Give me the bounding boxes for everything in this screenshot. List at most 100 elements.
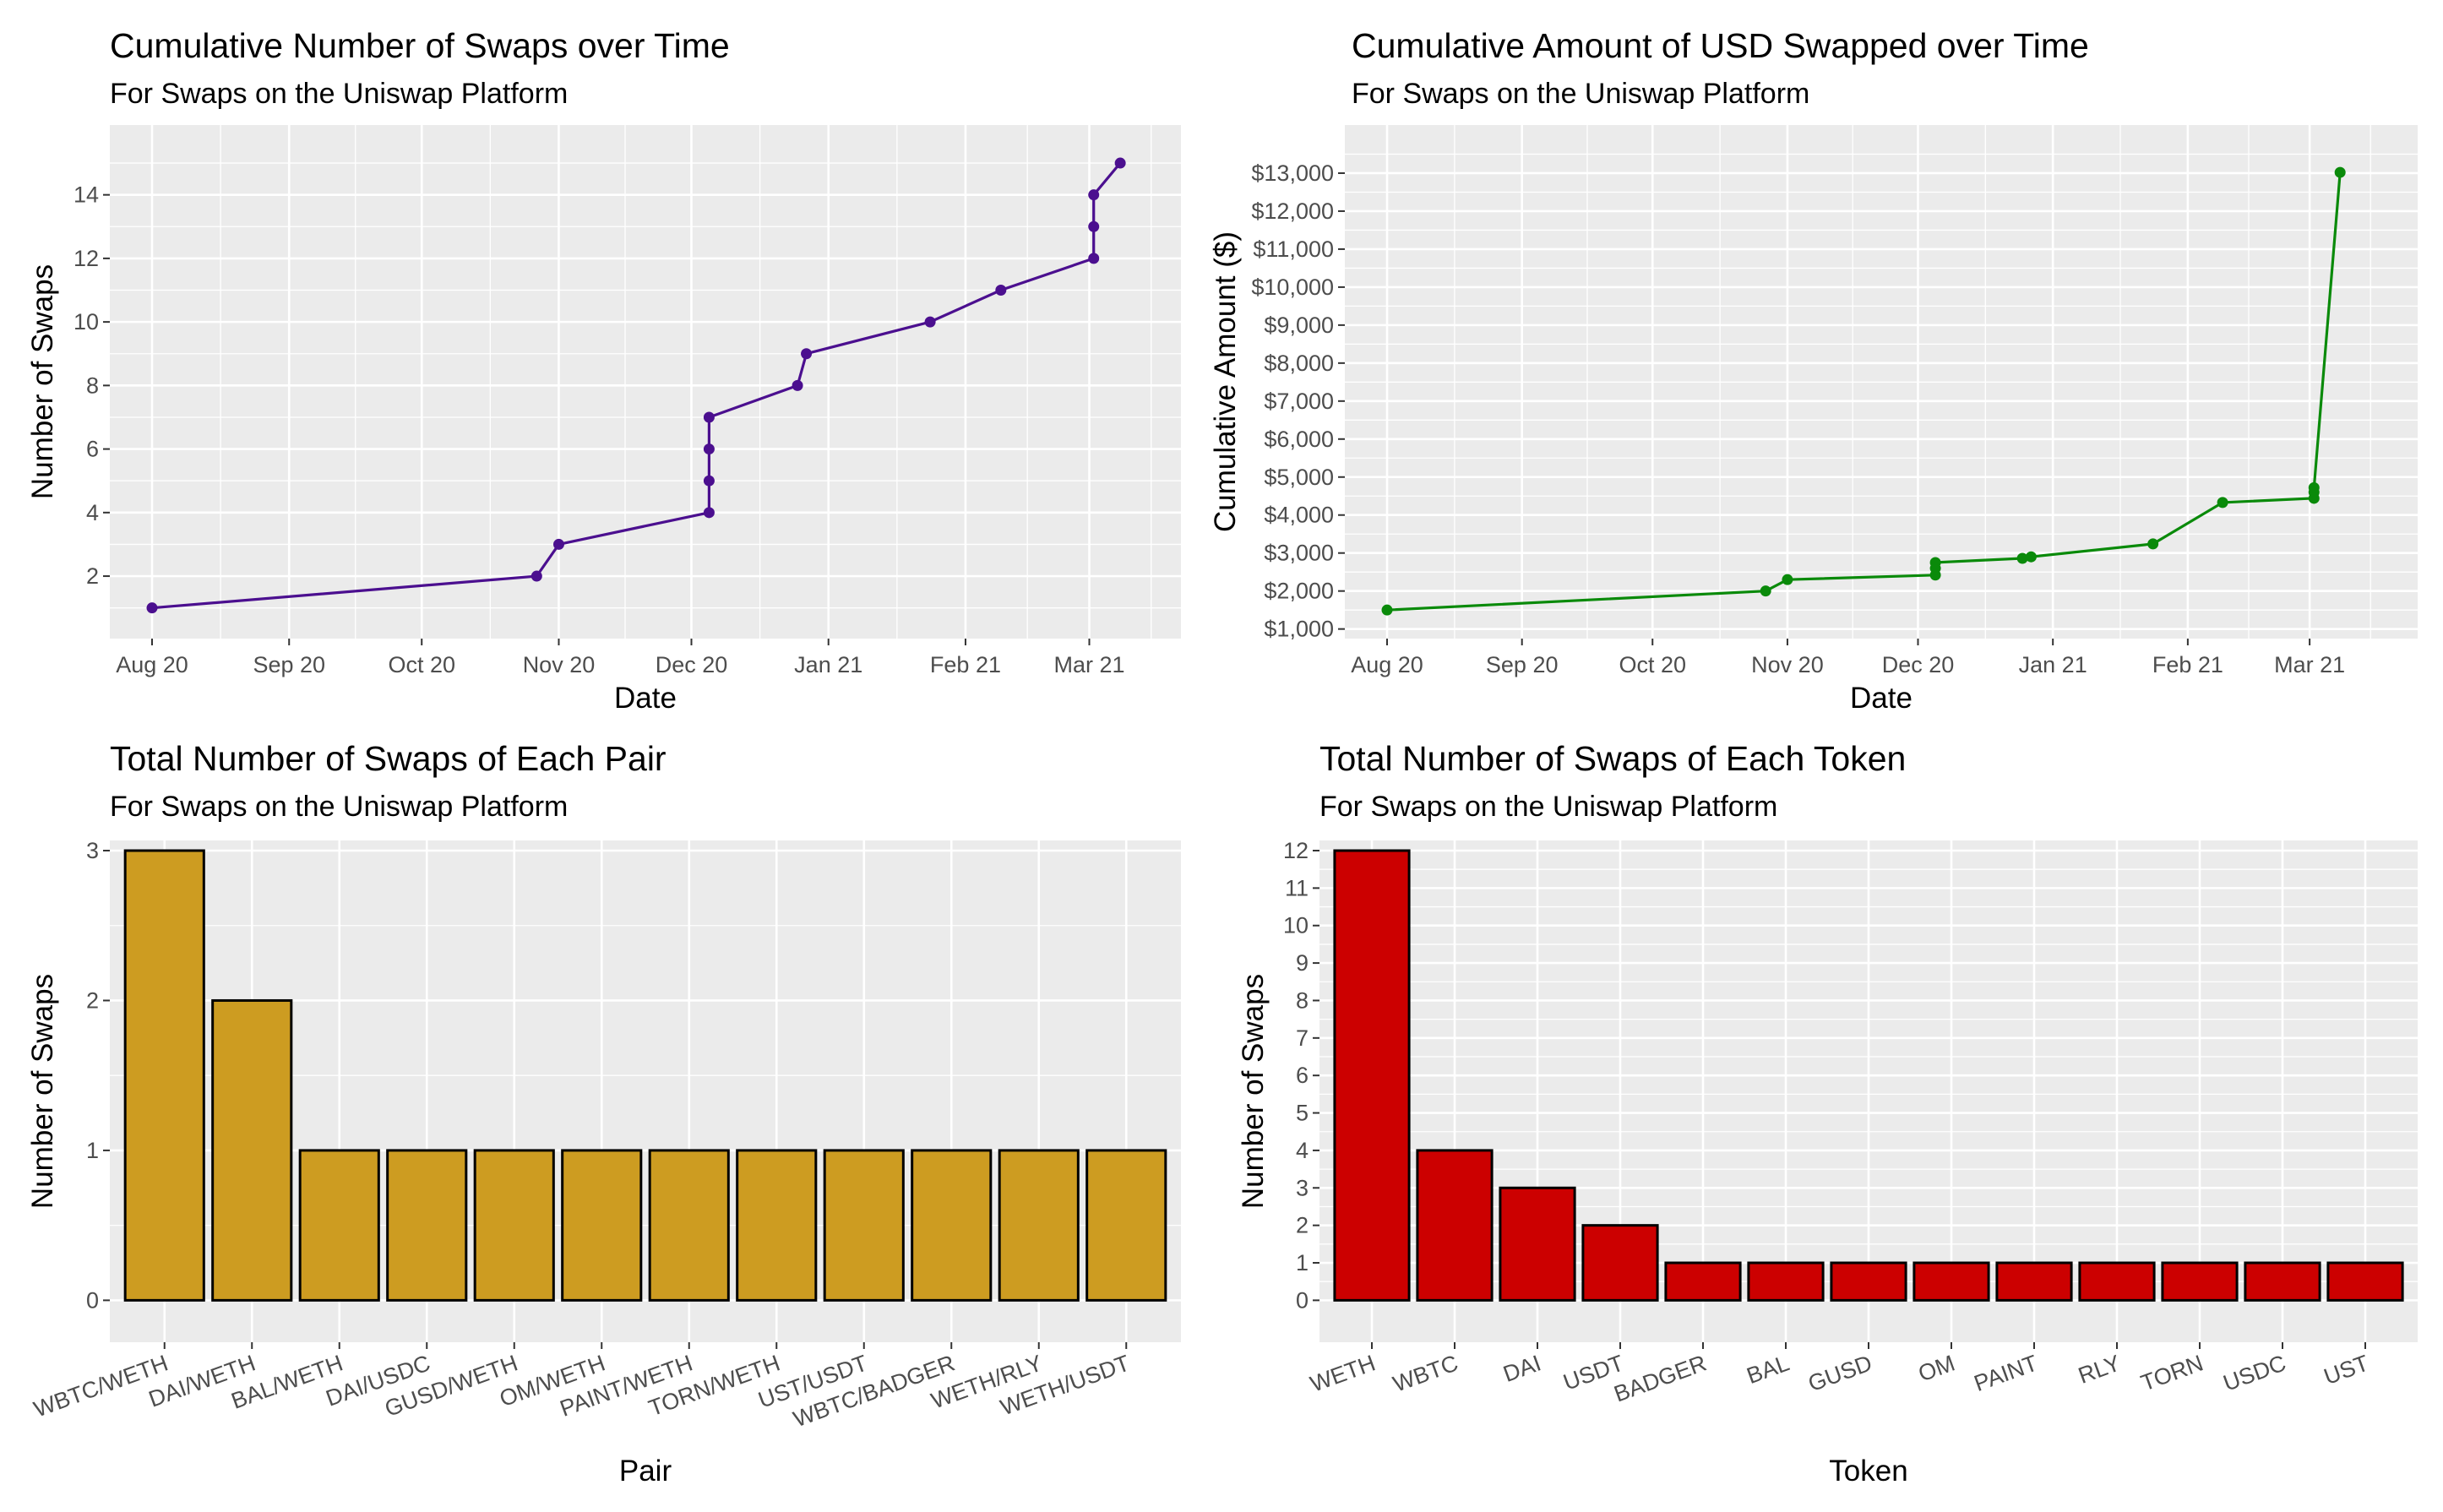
- x-tick-label: Sep 20: [253, 652, 325, 677]
- y-tick-label: 4: [86, 500, 99, 525]
- bar-bal: [1747, 1261, 1825, 1302]
- bar-bal-weth: [298, 1149, 380, 1302]
- y-tick-label: 12: [73, 246, 99, 271]
- bar-wbtc: [1416, 1149, 1494, 1302]
- x-tick-label: Dec 20: [1882, 652, 1955, 677]
- bar-rly: [2078, 1261, 2156, 1302]
- data-point: [2147, 538, 2159, 550]
- data-point: [792, 379, 803, 391]
- bar-wbtc-weth: [123, 849, 205, 1302]
- x-axis-title-3: Token: [1829, 1455, 1907, 1488]
- data-point: [1381, 604, 1393, 616]
- x-tick-label: Feb 21: [2152, 652, 2223, 677]
- x-axis-title-2: Pair: [619, 1455, 672, 1488]
- y-tick-label: $10,000: [1251, 275, 1334, 300]
- data-point: [530, 570, 542, 582]
- bar-usdc: [2244, 1261, 2321, 1302]
- y-tick-label: 3: [1296, 1175, 1309, 1200]
- x-tick-label: WETH: [1307, 1350, 1379, 1396]
- data-point: [1760, 585, 1771, 597]
- x-tick-label: BAL: [1744, 1350, 1793, 1389]
- y-tick-label: $1,000: [1264, 617, 1334, 642]
- bar-torn: [2161, 1261, 2239, 1302]
- x-axis-title-1: Date: [1850, 682, 1913, 715]
- data-point: [1114, 157, 1126, 169]
- data-point: [2334, 166, 2346, 178]
- y-tick-label: 0: [1296, 1287, 1309, 1313]
- y-tick-label: 2: [86, 563, 99, 589]
- x-tick-label: RLY: [2075, 1350, 2124, 1388]
- x-tick-label: Mar 21: [2274, 652, 2345, 677]
- y-tick-label: 8: [86, 373, 99, 398]
- data-point: [1929, 557, 1941, 568]
- data-point: [995, 285, 1007, 296]
- chart-subtitle-3: For Swaps on the Uniswap Platform: [1319, 791, 1777, 823]
- y-axis-title-2: Number of Swaps: [26, 974, 59, 1209]
- x-tick-label: Oct 20: [388, 652, 455, 677]
- x-tick-label: Mar 21: [1053, 652, 1124, 677]
- x-tick-label: Jan 21: [2019, 652, 2087, 677]
- y-tick-label: $7,000: [1264, 389, 1334, 414]
- chart-title-1: Cumulative Amount of USD Swapped over Ti…: [1352, 26, 2089, 65]
- bar-paint: [1995, 1261, 2073, 1302]
- x-tick-label: GUSD: [1804, 1350, 1875, 1396]
- y-tick-label: 2: [1296, 1213, 1309, 1238]
- y-tick-label: 10: [73, 309, 99, 334]
- y-tick-label: $4,000: [1264, 503, 1334, 528]
- bar-paint-weth: [648, 1149, 730, 1302]
- y-tick-label: 5: [1296, 1101, 1309, 1126]
- data-point: [703, 411, 715, 423]
- data-point: [146, 602, 158, 614]
- y-tick-label: 6: [86, 437, 99, 462]
- y-tick-label: $11,000: [1253, 237, 1334, 262]
- x-tick-label: PAINT: [1971, 1350, 2041, 1396]
- bar-badger: [1664, 1261, 1742, 1302]
- x-tick-label: BADGER: [1611, 1350, 1710, 1406]
- x-axis-title-0: Date: [614, 682, 677, 715]
- x-tick-label: Aug 20: [1351, 652, 1423, 677]
- data-point: [801, 348, 813, 360]
- bar-weth-usdt: [1085, 1149, 1167, 1302]
- data-point: [1088, 189, 1100, 201]
- data-point: [924, 316, 936, 328]
- chart-subtitle-1: For Swaps on the Uniswap Platform: [1352, 78, 1809, 110]
- y-axis-title-3: Number of Swaps: [1237, 974, 1270, 1209]
- y-tick-label: $8,000: [1264, 351, 1334, 376]
- bar-om-weth: [561, 1149, 643, 1302]
- y-tick-label: 2: [86, 987, 99, 1013]
- data-point: [1088, 253, 1100, 264]
- bar-weth-rly: [998, 1149, 1080, 1302]
- data-point: [2308, 481, 2320, 493]
- y-tick-label: $9,000: [1264, 313, 1334, 338]
- x-tick-label: Aug 20: [116, 652, 188, 677]
- x-tick-label: DAI: [1499, 1350, 1544, 1387]
- y-tick-label: 0: [86, 1287, 99, 1313]
- y-tick-label: $6,000: [1264, 427, 1334, 452]
- bar-ust: [2326, 1261, 2404, 1302]
- x-tick-label: Nov 20: [523, 652, 596, 677]
- x-tick-label: Sep 20: [1486, 652, 1559, 677]
- bar-om: [1913, 1261, 1990, 1302]
- bar-gusd: [1830, 1261, 1907, 1302]
- y-tick-label: $2,000: [1264, 579, 1334, 604]
- x-tick-label: Dec 20: [656, 652, 728, 677]
- data-point: [552, 538, 564, 550]
- y-tick-label: 7: [1296, 1025, 1309, 1051]
- plot-panel-0: [110, 125, 1181, 639]
- bar-torn-weth: [736, 1149, 818, 1302]
- bar-usdt: [1581, 1224, 1659, 1302]
- y-tick-label: $3,000: [1264, 541, 1334, 566]
- chart-title-2: Total Number of Swaps of Each Pair: [110, 739, 667, 778]
- y-axis-title-0: Number of Swaps: [26, 264, 59, 499]
- y-tick-label: 10: [1283, 913, 1309, 938]
- y-tick-label: $13,000: [1251, 160, 1334, 186]
- x-tick-label: WBTC: [1390, 1350, 1461, 1396]
- data-point: [1088, 220, 1100, 232]
- data-point: [703, 475, 715, 487]
- y-tick-label: 8: [1296, 987, 1309, 1013]
- x-tick-label: OM: [1915, 1350, 1958, 1386]
- bar-wbtc-badger: [911, 1149, 993, 1302]
- y-tick-label: 1: [1296, 1250, 1309, 1275]
- bar-dai: [1499, 1186, 1576, 1302]
